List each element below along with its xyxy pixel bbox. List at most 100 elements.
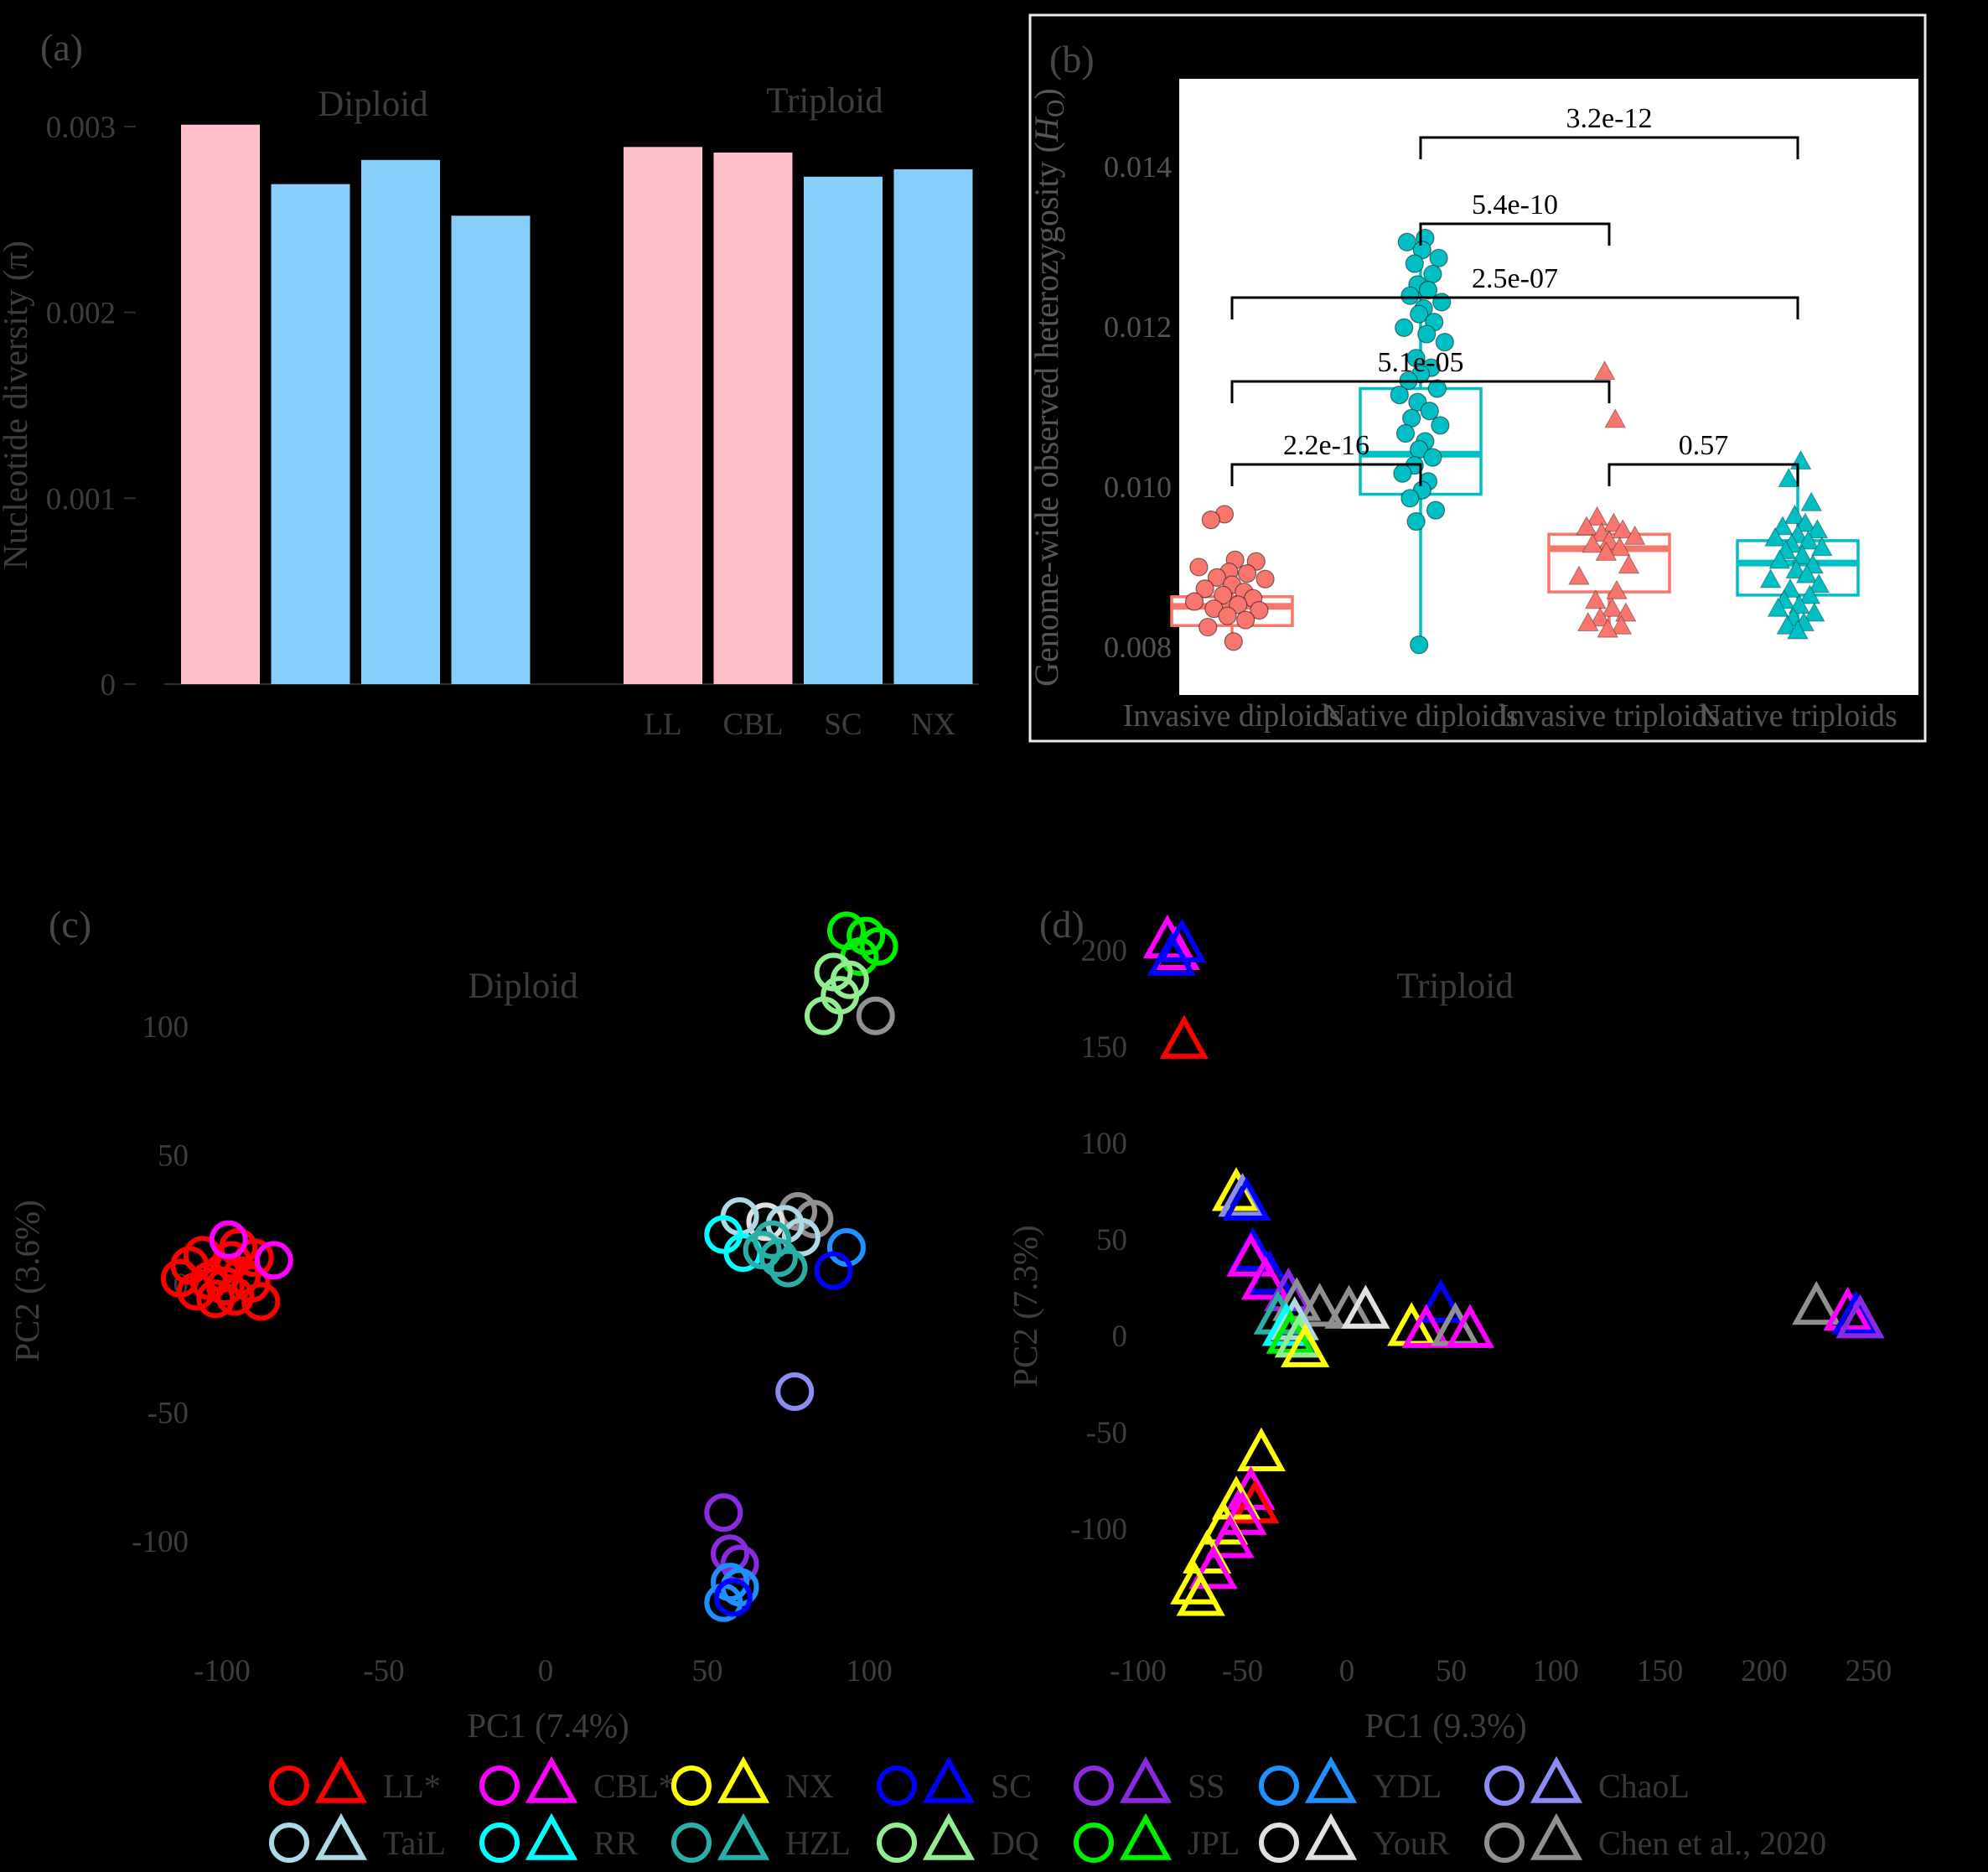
x-axis-tick-label: 150 <box>1637 1654 1684 1688</box>
y-axis-tick-label: 150 <box>1081 1030 1128 1065</box>
legend-label: TaiL <box>383 1824 446 1862</box>
legend-circle-marker <box>671 1823 712 1863</box>
jitter-point-triangle <box>1776 614 1799 635</box>
jitter-point-triangle <box>1601 597 1623 617</box>
legend-circle-marker <box>1484 1766 1525 1806</box>
significance-p-value: 5.1e-05 <box>1378 347 1464 378</box>
scatter-point-circle <box>254 1241 293 1280</box>
jitter-point-circle <box>1207 568 1227 587</box>
panel-c-letter: (c) <box>49 903 91 946</box>
jitter-point-triangle <box>1606 579 1628 599</box>
jitter-point-circle <box>1420 402 1439 421</box>
jitter-point-triangle <box>1582 533 1604 553</box>
x-axis-tick-label: -50 <box>363 1654 404 1688</box>
significance-bracket <box>1230 463 1422 486</box>
scatter-point-triangle <box>1218 1491 1267 1535</box>
bar <box>361 159 440 684</box>
jitter-point-circle <box>1418 280 1438 300</box>
legend-label: Chen et al., 2020 <box>1598 1824 1826 1862</box>
panel-c-title: Diploid <box>468 967 577 1006</box>
jitter-point-circle <box>1218 606 1237 625</box>
scatter-point-circle <box>711 1534 750 1574</box>
legend-triangle-marker <box>922 1755 976 1803</box>
jitter-point-triangle <box>1803 602 1825 622</box>
legend-label: DQ <box>991 1824 1039 1862</box>
legend-label: YouR <box>1373 1824 1450 1862</box>
scatter-point-triangle <box>1270 1296 1319 1340</box>
jitter-point-triangle <box>1785 558 1808 578</box>
legend-circle-marker <box>1484 1823 1525 1863</box>
jitter-point-circle <box>1250 600 1269 620</box>
scatter-point-circle <box>241 1282 281 1321</box>
scatter-point-triangle <box>1341 1284 1390 1329</box>
x-axis-tick-label: -100 <box>194 1654 251 1688</box>
jitter-point-triangle <box>1614 602 1637 622</box>
y-axis-tick-label: 0 <box>1112 1320 1128 1354</box>
legend-circle-marker <box>269 1823 309 1863</box>
scatter-point-triangle <box>1236 1427 1287 1472</box>
scatter-point-triangle <box>1222 1176 1271 1221</box>
jitter-point-circle <box>1395 423 1416 443</box>
bar-label: NX <box>911 708 956 742</box>
jitter-point-circle <box>1426 500 1446 520</box>
legend-label: CBL* <box>593 1767 676 1805</box>
panel-b-ylabel-end: ) <box>1028 88 1065 99</box>
legend-label: LL* <box>383 1767 441 1805</box>
legend-circle-marker <box>1259 1823 1299 1863</box>
legend-label: YDL <box>1373 1767 1442 1805</box>
legend-triangle-marker <box>717 1812 770 1860</box>
jitter-point-triangle <box>1604 408 1627 428</box>
jitter-point-triangle <box>1806 519 1829 539</box>
jitter-point-triangle <box>1794 512 1816 532</box>
panel-a-title-diploid: Diploid <box>318 85 427 124</box>
jitter-point-circle <box>1423 264 1442 284</box>
panel-a-graphics: 0 0.001 0.002 0.003 LL CBL SC NX <box>46 111 979 742</box>
scatter-point-circle <box>704 1493 743 1532</box>
x-axis-tick-label: 200 <box>1741 1654 1788 1688</box>
y-axis-tick-label: 100 <box>142 1010 189 1045</box>
jitter-point-circle <box>1255 569 1275 589</box>
bar <box>804 176 883 684</box>
panel-d-title: Triploid <box>1396 967 1513 1006</box>
jitter-point-triangle <box>1788 594 1810 614</box>
jitter-point-triangle <box>1778 467 1800 488</box>
jitter-point-circle <box>1201 511 1220 530</box>
significance-p-value: 5.4e-10 <box>1472 189 1558 220</box>
legend-label: RR <box>593 1824 639 1862</box>
legend-label: SC <box>991 1767 1032 1805</box>
scatter-point-circle <box>775 1372 815 1411</box>
y-axis-tick-label: -100 <box>132 1525 189 1559</box>
y-axis-tick-label: 0.008 <box>1104 630 1172 664</box>
jitter-point-circle <box>1429 248 1448 267</box>
jitter-point-triangle <box>1800 491 1823 511</box>
jitter-point-triangle <box>1618 554 1640 574</box>
significance-p-value: 0.57 <box>1679 430 1729 461</box>
significance-bracket <box>1607 463 1799 486</box>
panel-b-ylabel-sub: O <box>1042 99 1069 117</box>
jitter-point-circle <box>1423 448 1442 467</box>
jitter-point-circle <box>1237 563 1257 583</box>
jitter-point-triangle <box>1584 589 1607 609</box>
y-axis-tick-label: 200 <box>1081 934 1128 968</box>
y-axis-tick-label: -50 <box>1086 1416 1127 1450</box>
jitter-point-triangle <box>1759 568 1782 589</box>
scatter-point-triangle <box>1401 1304 1451 1348</box>
jitter-point-triangle <box>1589 607 1612 627</box>
jitter-point-circle <box>1406 511 1426 532</box>
jitter-point-triangle <box>1764 526 1786 547</box>
y-axis-tick-label: -100 <box>1070 1512 1127 1547</box>
y-axis-tick-label: 0.010 <box>1104 470 1172 504</box>
bar <box>624 147 702 685</box>
jitter-point-triangle <box>1795 563 1818 583</box>
legend-triangle-marker <box>1304 1755 1358 1803</box>
legend-circle-marker <box>269 1766 309 1806</box>
jitter-point-triangle <box>1593 360 1616 381</box>
panel-a-y-axis-label: Nucleotide diversity (π) <box>0 241 34 569</box>
scatter-point-circle <box>804 996 843 1035</box>
x-axis-tick-label: 50 <box>692 1654 723 1688</box>
jitter-point-triangle <box>1602 512 1625 532</box>
jitter-point-triangle <box>1768 549 1791 569</box>
